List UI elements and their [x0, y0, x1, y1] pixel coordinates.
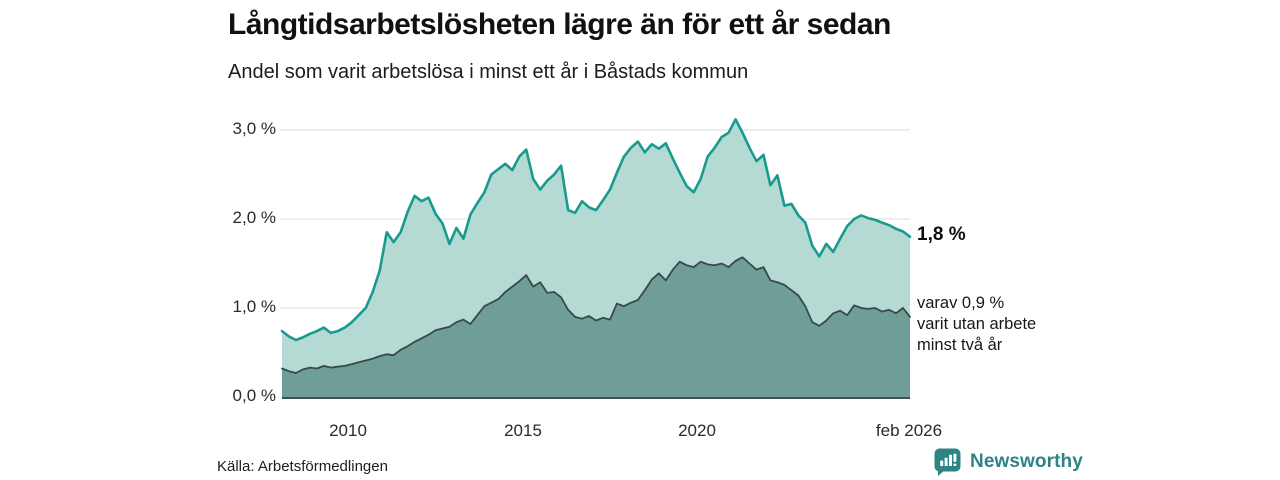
page-title: Långtidsarbetslösheten lägre än för ett …: [228, 8, 891, 41]
x-axis-label: feb 2026: [875, 421, 943, 440]
newsworthy-logo: Newsworthy: [933, 447, 1083, 477]
brand-name: Newsworthy: [970, 451, 1083, 472]
newsworthy-bar-chart-bubble-icon: [934, 448, 961, 476]
two-year-annotation-line: minst två år: [917, 336, 1003, 354]
latest-value-annotation: 1,8 %: [917, 224, 966, 245]
x-axis-label: 2010: [329, 421, 367, 440]
page-subtitle: Andel som varit arbetslösa i minst ett å…: [228, 61, 749, 83]
two-year-annotation-line: varit utan arbete: [917, 315, 1037, 333]
two-year-annotation-line: varav 0,9 %: [917, 294, 1005, 312]
x-axis: 2010 2015 2020 feb 2026: [0, 421, 1280, 443]
two-year-annotation: varav 0,9 % varit utan arbete minst två …: [917, 293, 1036, 356]
x-axis-label: 2015: [504, 421, 542, 440]
source-note: Källa: Arbetsförmedlingen: [217, 458, 388, 475]
x-axis-label: 2020: [678, 421, 716, 440]
